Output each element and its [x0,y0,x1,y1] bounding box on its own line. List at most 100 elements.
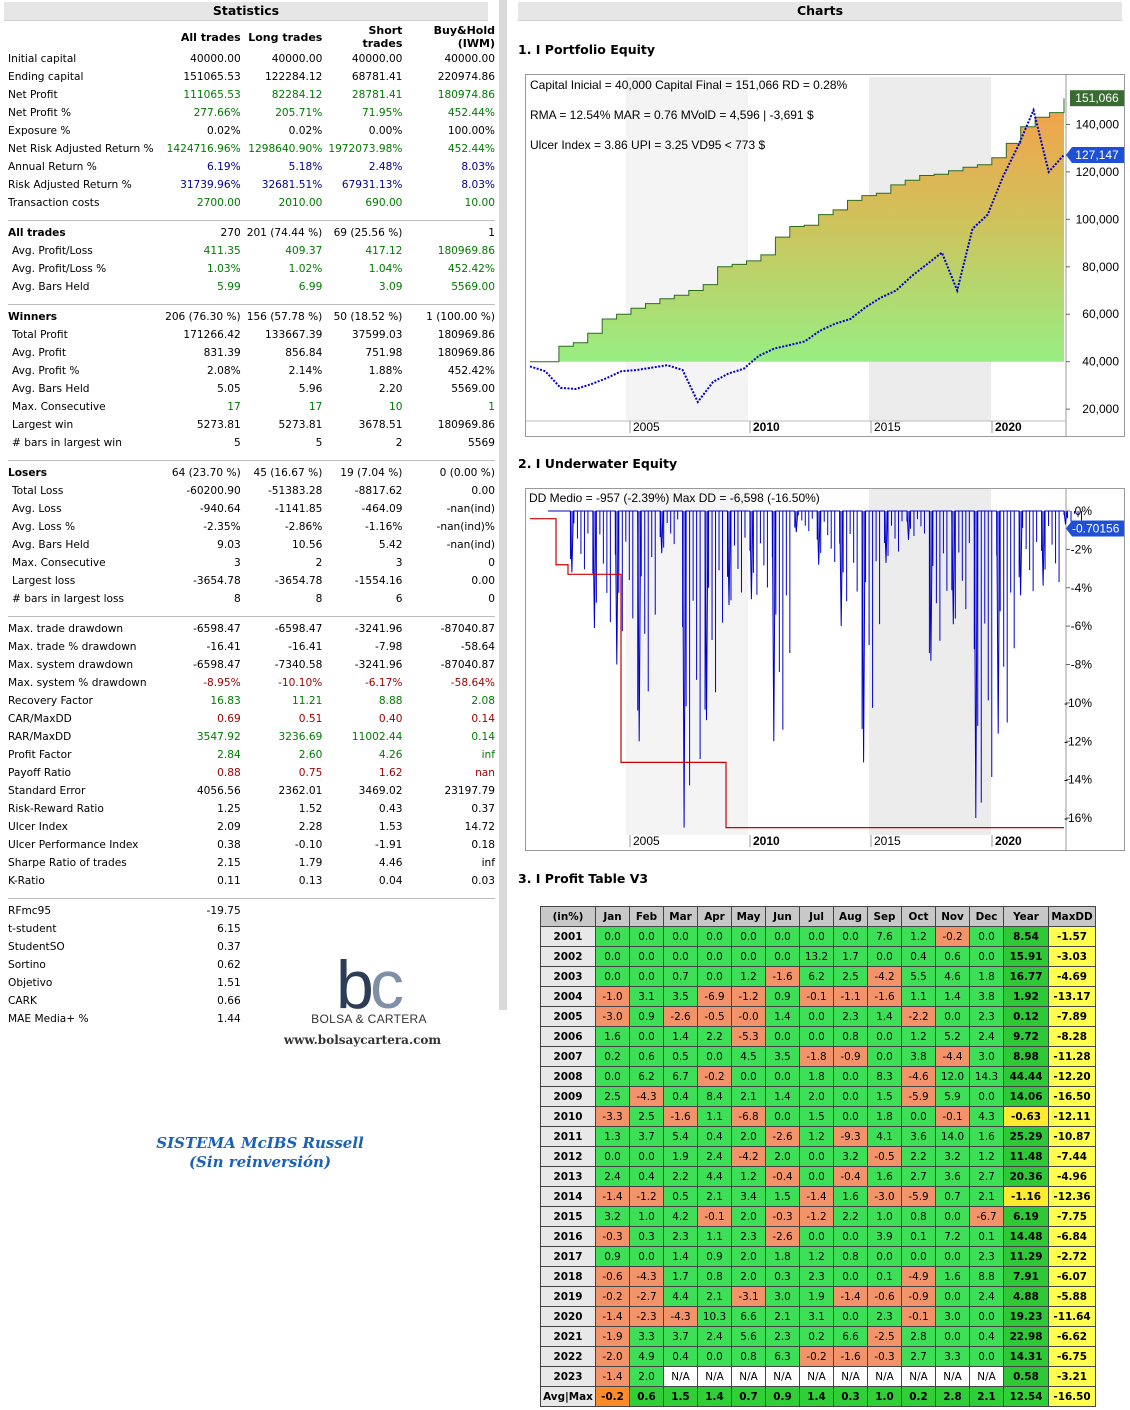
stat-value: 14.72 [464,821,495,833]
stat-value: 16.83 [210,695,241,707]
y-axis-label: 140,000 [1076,117,1120,131]
stat-value: -6.17% [364,677,403,689]
stat-label: Max. trade % drawdown [8,641,137,653]
stat-row: All trades 270 201 (74.44 %) 69 (25.56 %) 1 [5,224,498,242]
profit-cell: 0.0 [663,946,698,967]
profit-row-year: Avg|Max [540,1386,596,1407]
stat-value: -3241.96 [354,659,403,671]
profit-cell: 0.0 [935,1286,970,1307]
profit-cell: 0.4 [663,1086,698,1107]
stat-row: Transaction costs 2700.00 2010.00 690.00 10.… [5,194,498,212]
profit-cell: 0.7 [935,1186,970,1207]
stat-value: -0.10 [294,839,323,851]
equity-chart[interactable]: 140,000 120,000 100,000 80,000 60,000 40,000 2… [525,74,1125,437]
equity-area [530,98,1064,362]
stat-value: 32681.51% [261,179,323,191]
stat-value: 2.60 [298,749,323,761]
profit-cell: 0.0 [595,1146,630,1167]
profit-cell: 2.3 [867,1306,902,1327]
stat-row: t-student 6.15 [5,920,498,938]
profit-cell: 2.3 [663,1226,698,1247]
profit-cell: -1.2 [629,1186,664,1207]
profit-cell: 6.3 [765,1346,800,1367]
stat-value: 417.12 [365,245,403,257]
profit-cell: 0.0 [833,1226,868,1247]
profit-cell: 0.5 [663,1046,698,1067]
stat-row: Max. Consecutive 3 2 3 0 [5,554,498,572]
stat-value: 8 [233,593,241,605]
stat-value [405,920,498,938]
separator-line [8,898,495,899]
profit-cell: 5.6 [731,1326,766,1347]
stat-value: -1554.16 [354,575,403,587]
profit-cell: N/A [867,1366,902,1387]
stat-row: Largest win 5273.81 5273.81 3678.51 180969.8… [5,416,498,434]
profit-cell: 3.0 [765,1286,800,1307]
profit-cell: 0.2 [901,1386,936,1407]
stat-label: Winners [8,311,58,323]
profit-cell: 0.0 [595,1066,630,1087]
profit-cell: 0.0 [765,926,800,947]
stat-row: Avg. Loss -940.64 -1141.85 -464.09 -nan(ind) [5,500,498,518]
profit-cell: 0.0 [629,1246,664,1267]
profit-cell: 20.36 [1003,1166,1049,1187]
stat-value: 5569 [468,437,495,449]
stat-value: 0.04 [378,875,403,887]
stat-label: Avg. Loss % [12,521,76,533]
profit-row-year: 2010 [540,1106,596,1127]
profit-table-row: 2011 1.3 3.7 5.4 0.4 2.0 -2.6 1.2 -9.3 4.1 3.6 14.0… [540,1126,1096,1147]
profit-cell: 1.9 [799,1286,834,1307]
stat-value: 100.00% [447,125,495,137]
stat-value: 0.37 [217,941,241,953]
profit-cell: -0.2 [799,1346,834,1367]
stat-value: 40000.00 [444,53,495,65]
profit-table-col-header: (in%) [540,906,596,927]
profit-row-year: 2014 [540,1186,596,1207]
profit-cell: 0.3 [765,1266,800,1287]
stat-value: -nan(ind) [446,539,495,551]
stat-value: 0.69 [217,713,241,725]
stat-value [244,920,326,938]
panel-splitter[interactable] [498,0,510,1064]
stat-value: 1.52 [298,803,323,815]
stat-row: Max. Consecutive 17 17 10 1 [5,398,498,416]
profit-cell: 0.0 [629,1026,664,1047]
stat-value: 409.37 [285,245,323,257]
stat-value: 4.26 [378,749,403,761]
profit-cell: 1.0 [867,1206,902,1227]
stat-row: Max. system drawdown -6598.47 -7340.58 -324… [5,656,498,674]
stat-value: 452.42% [447,365,495,377]
underwater-chart[interactable]: 0% -2% -4% -6% -8% -10% -12% -14% -16% 2005 2010 20… [525,488,1125,851]
x-axis-year: 2005 [633,834,660,848]
profit-cell: -4.69 [1048,966,1096,987]
stat-value: 2 [315,557,323,569]
stat-value: 45 (16.67 %) [253,467,323,479]
stat-label: Ending capital [8,71,84,83]
splitter-bar[interactable] [499,0,507,1010]
profit-cell: 1.6 [595,1026,630,1047]
stat-label: All trades [8,227,66,239]
stat-row: Risk Adjusted Return % 31739.96% 32681.51%… [5,176,498,194]
profit-cell: -1.6 [833,1346,868,1367]
profit-table-row: 2020 -1.4 -2.3 -4.3 10.3 6.6 2.1 3.1 0.0 2.3 -0.1 3… [540,1306,1096,1327]
stat-value: 64 (23.70 %) [171,467,241,479]
stat-value: 411.35 [203,245,241,257]
profit-cell: -0.3 [765,1206,800,1227]
stat-row: Avg. Loss % -2.35% -2.86% -1.16% -nan(ind)% [5,518,498,536]
equity-stats-line: Ulcer Index = 3.86 UPI = 3.25 VD95 < 773… [530,138,765,152]
system-subtitle: (Sin reinversión) [188,1153,332,1171]
profit-cell: N/A [901,1366,936,1387]
stat-value: -10.10% [278,677,323,689]
profit-cell: -0.2 [935,926,970,947]
profit-cell: 1.8 [969,966,1004,987]
stat-value: -8817.62 [354,485,403,497]
profit-cell: -4.2 [867,966,902,987]
stat-value: 10.00 [464,197,495,209]
profit-cell: 0.0 [935,1206,970,1227]
profit-row-year: 2018 [540,1266,596,1287]
profit-cell: 1.2 [901,1026,936,1047]
profit-row-year: 2012 [540,1146,596,1167]
stat-label: Risk-Reward Ratio [8,803,104,815]
stat-row: Standard Error 4056.56 2362.01 3469.02 23197… [5,782,498,800]
stat-value: 23197.79 [444,785,495,797]
